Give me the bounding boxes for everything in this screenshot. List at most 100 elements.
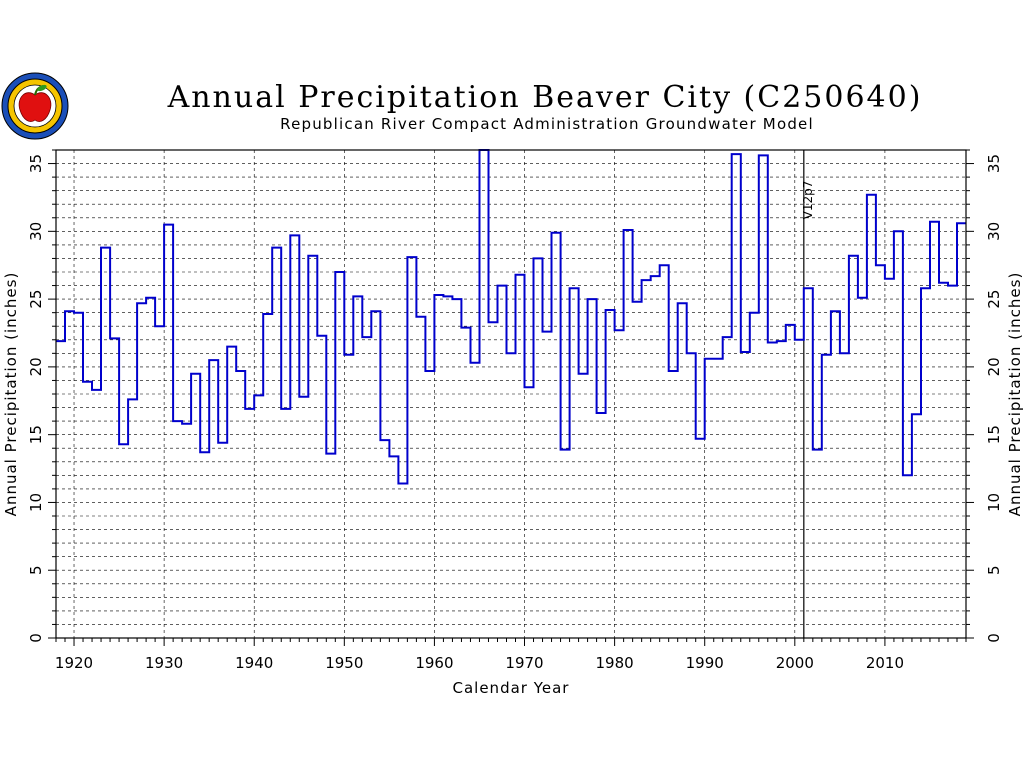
year-value-mark [948,284,957,288]
year-value-mark [425,369,434,373]
year-value-mark [741,350,750,354]
year-value-mark [380,438,389,442]
x-tick-label: 1980 [596,654,634,672]
year-value-mark [759,153,768,157]
y-axis-label-right: Annual Precipitation (inches) [1006,272,1024,517]
rrca-logo [1,72,69,140]
y-tick-label-right: 25 [985,290,1003,309]
year-value-mark [155,324,164,328]
year-value-mark [876,263,885,267]
year-value-mark [867,193,876,197]
annotation: V12p7 [801,150,815,638]
year-value-mark [326,452,335,456]
y-tick-label-right: 30 [985,222,1003,241]
year-value-mark [579,372,588,376]
year-value-mark [119,442,128,446]
chart-title: Annual Precipitation Beaver City (C25064… [167,80,923,115]
y-tick-label-left: 10 [27,493,45,512]
year-value-mark [407,255,416,259]
year-value-mark [164,223,173,227]
year-value-mark [885,277,894,281]
year-value-mark [804,286,813,290]
year-value-mark [56,339,65,343]
year-value-mark [795,338,804,342]
year-value-mark [624,228,633,232]
year-value-mark [290,233,299,237]
year-value-mark [678,301,687,305]
year-value-mark [173,419,182,423]
year-value-mark [570,286,579,290]
year-value-mark [362,335,371,339]
year-value-mark [434,293,443,297]
x-tick-label: 1960 [415,654,453,672]
year-value-mark [335,270,344,274]
year-value-mark [191,372,200,376]
year-value-mark [470,361,479,365]
year-value-mark [200,450,209,454]
year-value-mark [254,393,263,397]
precipitation-step-line [56,149,966,485]
year-value-mark [506,351,515,355]
y-tick-label-left: 30 [27,222,45,241]
year-value-mark [137,301,146,305]
year-value-mark [957,221,966,225]
year-value-mark [651,274,660,278]
year-value-mark [543,330,552,334]
year-value-mark [840,351,849,355]
year-value-mark [750,311,759,315]
year-value-mark [461,326,470,330]
y-tick-label-left: 15 [27,425,45,444]
year-value-mark [353,294,362,298]
x-tick-label: 1970 [505,654,543,672]
year-value-mark [416,315,425,319]
year-value-mark [497,284,506,288]
year-value-mark [615,328,624,332]
x-tick-label: 1940 [235,654,273,672]
year-value-mark [723,335,732,339]
x-tick-label: 1920 [55,654,93,672]
plot-frame [55,149,967,639]
year-value-mark [705,357,714,361]
y-axis-label-left: Annual Precipitation (inches) [2,272,20,517]
year-value-mark [272,246,281,250]
year-value-mark [786,323,795,327]
year-value-mark [398,481,407,485]
x-tick-label: 2010 [866,654,904,672]
series-layer [56,149,966,485]
y-tick-label-right: 10 [985,493,1003,512]
year-value-mark [552,231,561,235]
year-value-mark [227,345,236,349]
year-value-mark [534,256,543,260]
year-value-mark [74,311,83,315]
grid-lines [56,150,966,638]
year-value-mark [597,411,606,415]
x-tick-label: 1930 [145,654,183,672]
y-tick-label-left: 35 [27,154,45,173]
year-value-mark [443,294,452,298]
year-value-mark [92,388,101,392]
year-value-mark [831,309,840,313]
y-tick-label-left: 0 [27,633,45,643]
year-value-mark [894,229,903,233]
year-value-mark [921,286,930,290]
annotation-label: V12p7 [801,181,815,220]
year-value-mark [209,358,218,362]
year-value-mark [452,297,461,301]
year-value-mark [858,296,867,300]
apple-icon [18,92,52,122]
year-value-mark [930,220,939,224]
year-value-mark [903,473,912,477]
year-value-mark [371,309,380,313]
y-tick-label-right: 20 [985,357,1003,376]
year-value-mark [813,448,822,452]
y-tick-label-right: 15 [985,425,1003,444]
year-value-mark [660,263,669,267]
year-value-mark [525,385,534,389]
year-value-mark [561,448,570,452]
year-value-mark [146,296,155,300]
year-value-mark [588,297,597,301]
year-value-mark [912,412,921,416]
y-tick-label-right: 35 [985,154,1003,173]
year-value-mark [299,395,308,399]
year-value-mark [308,254,317,258]
